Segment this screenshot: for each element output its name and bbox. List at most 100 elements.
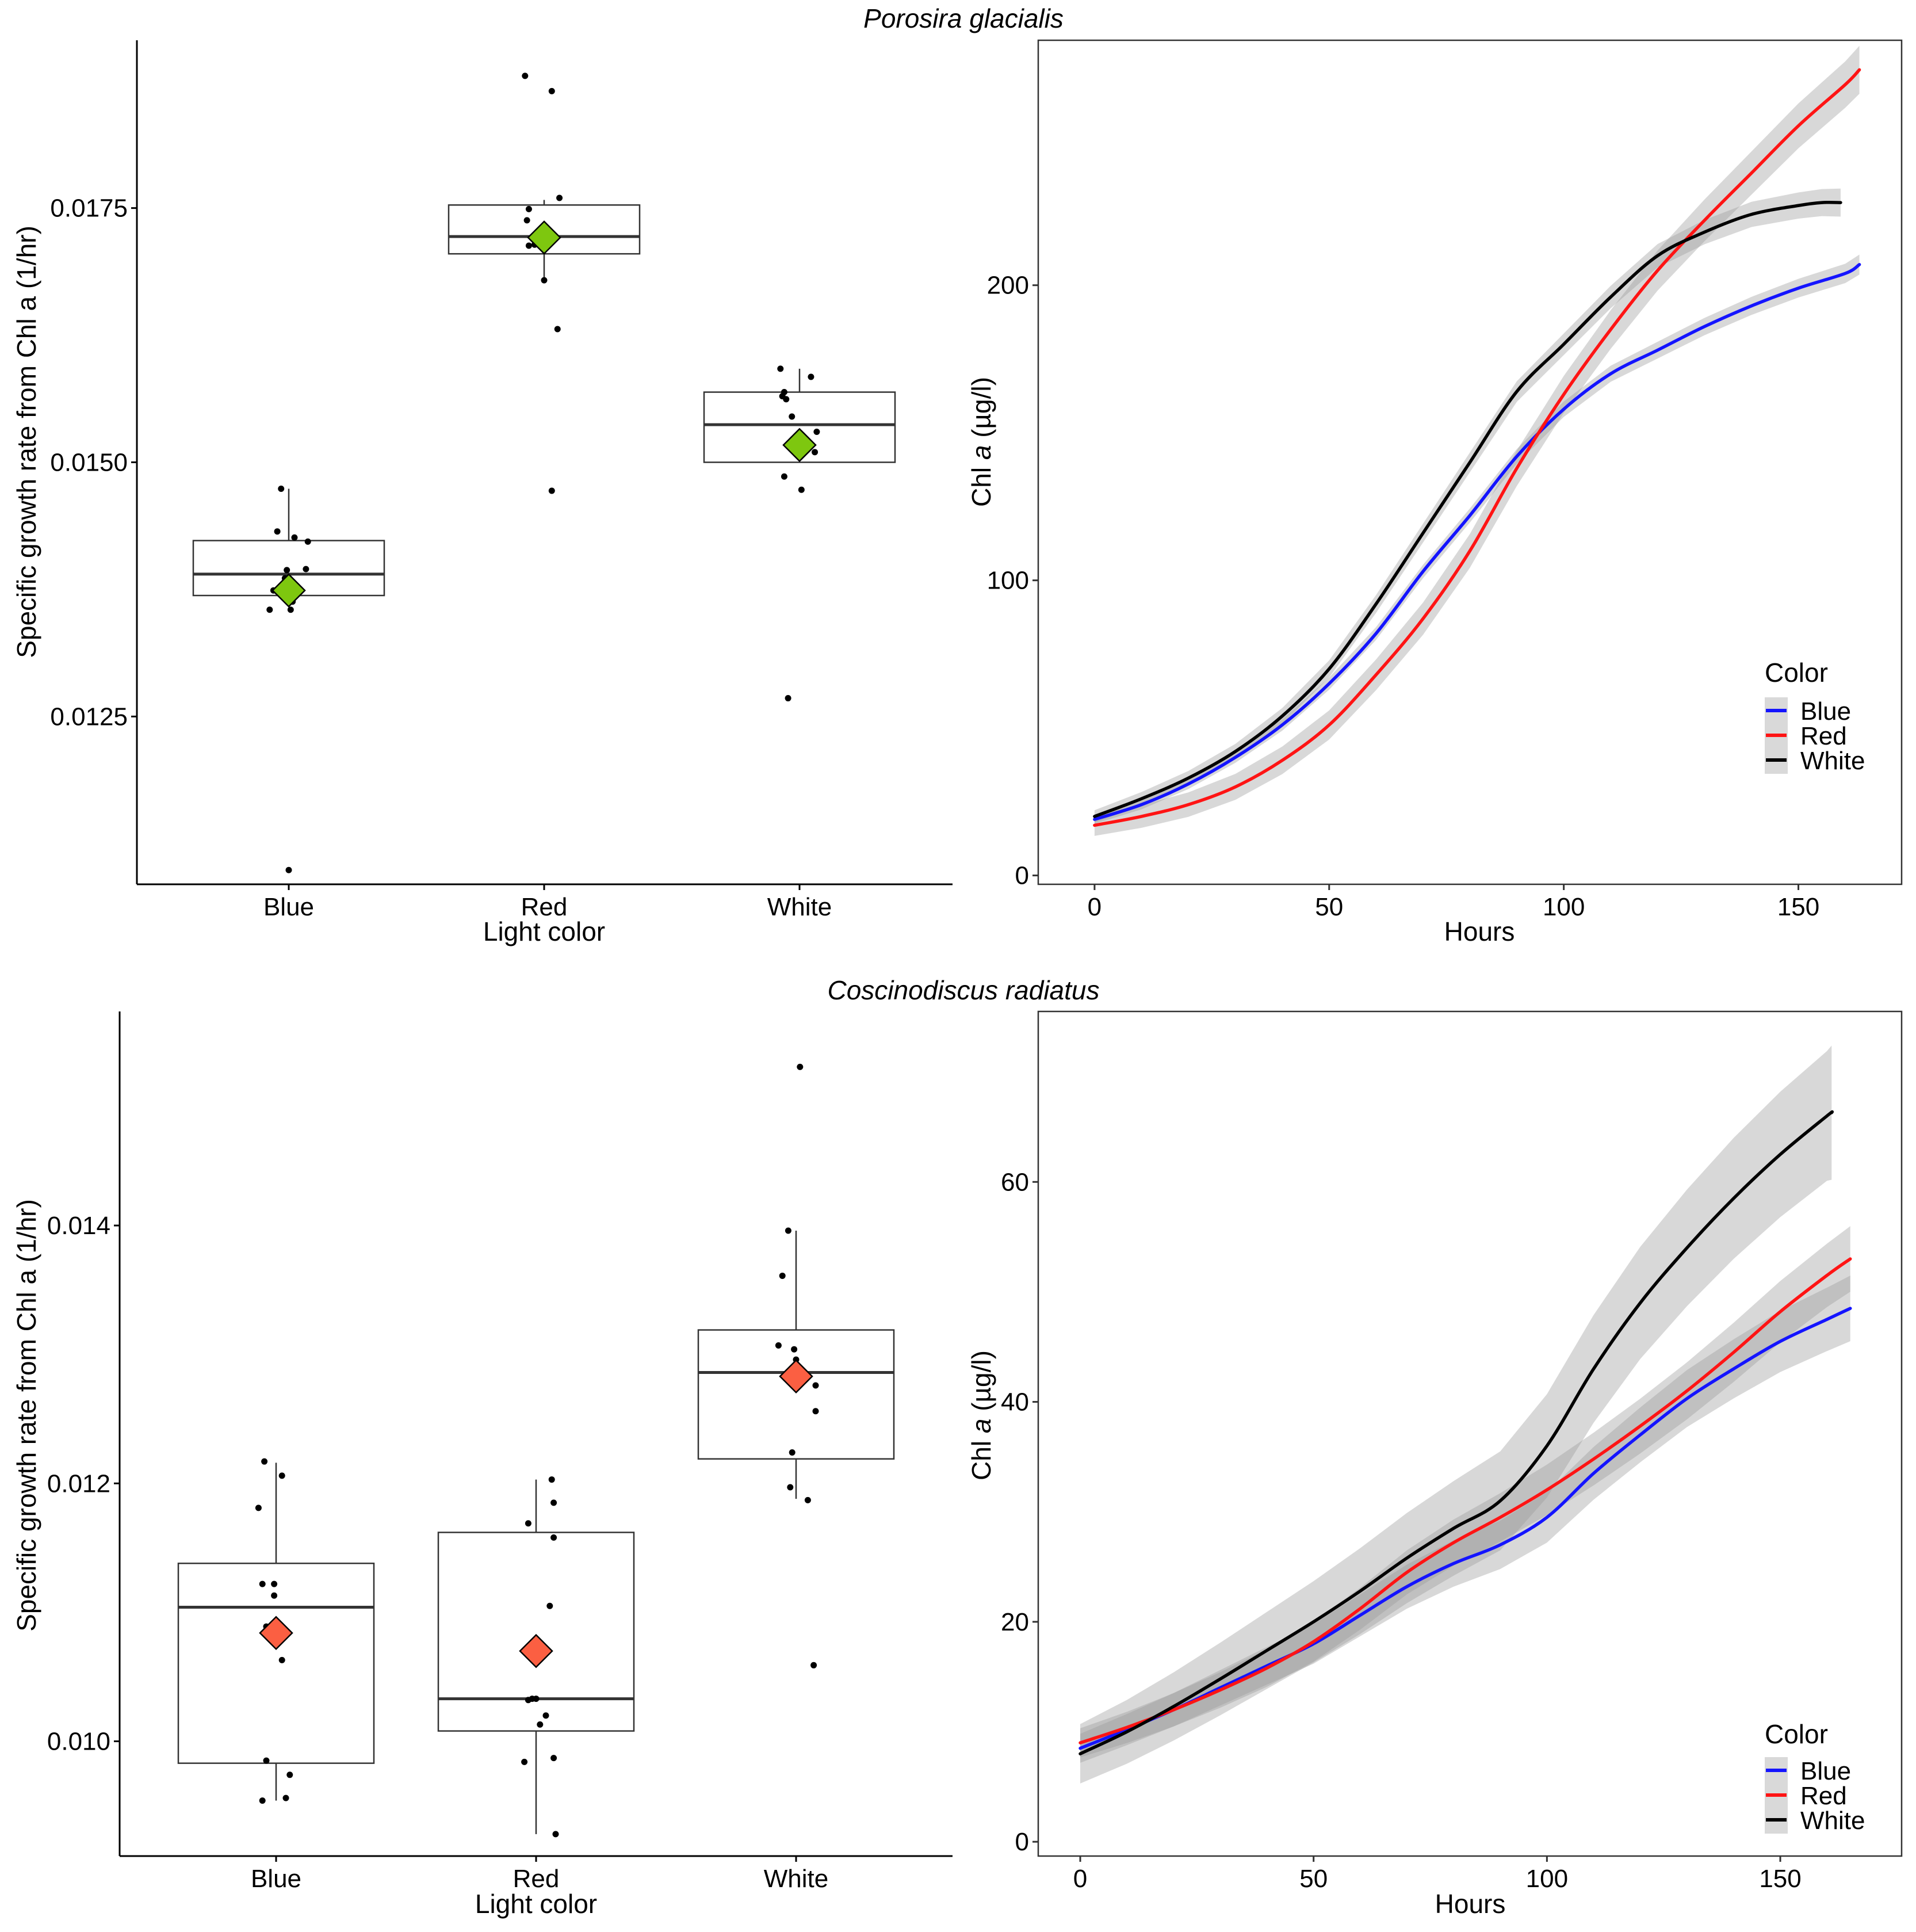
panel-1-title: Porosira glacialis [863,3,1064,33]
panel-2-legend-label-blue: Blue [1800,1757,1851,1785]
panel-2-box-xtick-label: Blue [251,1865,301,1893]
panel-2-line-ytick-label: 40 [1001,1388,1029,1416]
panel-1-box-data-point [287,606,294,613]
panel-2-box-data-point [255,1505,262,1511]
panel-1-box-data-point [278,485,285,492]
panel-1-line-ylabel-italic: a [966,445,996,460]
panel-2-line-xtick-label: 0 [1073,1865,1087,1893]
panel-2-line-series-blue [1079,1307,1852,1750]
panel-1-line-xtick-label: 150 [1777,893,1819,921]
panel-2-box-data-point [552,1831,559,1838]
panel-2-box-data-point [787,1484,794,1491]
panel-1-box-xtick-label: White [767,893,832,921]
panel-1-box-data-point [808,373,814,380]
panel-2-boxplot: 0.010 0.012 0.014 Blue Red White Specific gro… [12,1011,953,1919]
panel-2-box-data-point [779,1272,786,1279]
panel-1-box-ytick-label: 0.0175 [50,194,128,223]
panel-2-box-data-point [548,1476,555,1483]
panel-2-box-data-point [278,1472,285,1479]
panel-1-line-ylabel-suffix: (µg/l) [966,377,996,445]
panel-1-line-series-red [1093,68,1861,827]
panel-2-legend-title: Color [1765,1719,1828,1749]
panel-2-box-data-point [542,1712,549,1719]
panel-2-box-ylabel: Specific growth rate from Chl a (1/hr) [12,1199,41,1632]
panel-2-box-ytick-label: 0.014 [47,1212,110,1240]
panel-1-box-data-point [789,413,796,420]
panel-1-box-data-point [303,566,309,572]
panel-1-boxplot: 0.0125 0.0150 0.0175 Blue Red White Specific … [12,40,953,946]
panel-1-line-plot-area: 0 100 200 0 50 100 150 [987,39,1903,921]
panel-2-box-xtick-label: Red [513,1865,560,1893]
panel-1-box-data-point [522,72,529,79]
panel-1-line-ytick-label: 0 [1015,862,1029,890]
panel-1-legend-label-blue: Blue [1800,697,1851,726]
panel-2-line-panel-border [1037,1010,1903,1857]
panel-2-box-data-point [521,1758,528,1765]
panel-2-line-ci-band-blue [1080,1276,1850,1763]
panel-1-box-data-point [284,567,290,574]
panel-2-box-data-point [525,1697,531,1704]
panel-2-box-data-point [533,1696,540,1702]
panel-2-line-xtick-label: 150 [1759,1865,1801,1893]
panel-2-line-ytick-label: 0 [1015,1828,1029,1856]
panel-1-legend: Color Blue Red White [1765,658,1865,775]
panel-1-line-series-white [1093,200,1842,818]
panel-1-box-data-point [813,428,820,435]
panel-2-box-data-point [271,1580,278,1587]
panel-2-line-xtick-label: 50 [1299,1865,1328,1893]
panel-1-box-xtick-label: Blue [263,893,314,921]
panel-2-box-data-point [797,1063,804,1070]
panel-2-box-data-point [789,1449,796,1456]
panel-2-box-data-point [259,1797,266,1804]
panel-1-box-ytick-label: 0.0150 [50,449,128,477]
panel-2-box-data-point [261,1458,268,1465]
panel-2-box-data-point [812,1408,819,1415]
panel-2-box-data-point [537,1721,544,1728]
panel-1-box-ylabel: Specific growth rate from Chl a (1/hr) [12,226,41,658]
panel-2-box-data-point [271,1592,278,1599]
panel-2-box-data-point [804,1496,811,1503]
panel-2-line-ci-band-red [1080,1226,1850,1758]
panel-1-box-xlabel: Light color [483,917,605,946]
panel-1-line-series-blue [1093,263,1861,821]
panel-2-line-xtick-label: 100 [1526,1865,1568,1893]
panel-1-box-ytick-label: 0.0125 [50,702,128,731]
panel-2-line-xlabel: Hours [1435,1889,1506,1919]
panel-2-line-ytick-label: 20 [1001,1608,1029,1636]
panel-2-box-data-point [810,1662,817,1668]
panel-1-legend-title: Color [1765,658,1828,688]
panel-1-box-data-point [783,396,790,403]
panel-1-legend-label-red: Red [1800,722,1847,750]
panel-1-line-ci-band-white [1094,188,1841,823]
panel-2-box-data-point [775,1342,782,1349]
panel-1-line-xtick-label: 100 [1543,893,1585,921]
panel-2-box-data-point [550,1755,557,1762]
panel-2-box-data-point [785,1227,791,1234]
panel-1-box-data-point [548,87,555,94]
panel-2-line-ylabel: Chl a (µg/l) [966,1350,996,1480]
panel-2-lineplot: 0 20 40 60 0 50 100 150 Chl a (µg/l) Hours Colo… [966,1010,1903,1919]
panel-1-box-data-point [274,528,281,535]
panel-2-line-series-red [1079,1257,1852,1744]
panel-2-box-data-point [286,1771,293,1778]
panel-2-box-data-point [259,1580,266,1587]
panel-1-lineplot: 0 100 200 0 50 100 150 Chl a (µg/l) Hours Colo… [966,39,1903,946]
panel-2-box-data-point [812,1382,819,1389]
panel-2-box-xtick-label: White [764,1865,828,1893]
panel-1-box-data-point [554,326,561,333]
panel-2-box-data-point [550,1499,557,1506]
panel-1-box-mean-marker [782,427,817,463]
panel-1-box-data-point [523,217,530,224]
panel-1-legend-label-white: White [1800,747,1865,775]
panel-1-box-data-point [541,277,548,284]
panel-1-box-data-point [785,695,791,702]
panel-1-box-data-point [304,538,311,545]
panel-2-box-mean-marker [779,1359,813,1394]
panel-2-line-ylabel-suffix: (µg/l) [966,1350,996,1419]
panel-1-box-mean-marker [271,573,306,608]
panel-1-box-data-point [556,194,563,201]
panel-2-box-plot-area: 0.010 0.012 0.014 Blue Red White [47,1011,953,1893]
panel-2-line-ylabel-prefix: Chl [966,1433,996,1480]
panel-1-box-data-point [798,486,805,493]
